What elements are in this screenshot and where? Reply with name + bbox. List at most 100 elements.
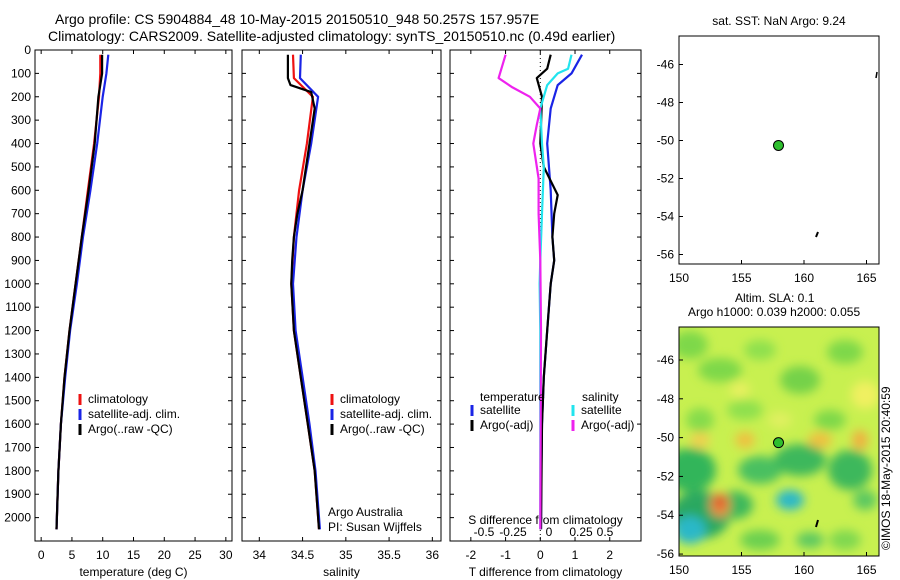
temperature-xtick-label: 20 <box>158 548 172 562</box>
depth-tick-label: 1800 <box>4 464 31 478</box>
sla-anomaly-blob <box>829 530 861 550</box>
sla-ytick-label: -50 <box>657 431 675 445</box>
sla-map-title-line2: Argo h1000: 0.039 h2000: 0.055 <box>688 305 860 319</box>
depth-tick-label: 700 <box>11 207 31 221</box>
temperature-xtick-label: 5 <box>69 548 76 562</box>
salinity-legend-label: climatology <box>340 392 400 406</box>
difference-xlabel: T difference from climatology <box>469 565 623 579</box>
diff-legend-label: satellite <box>581 403 622 417</box>
sst-map-title: sat. SST: NaN Argo: 9.24 <box>712 14 846 28</box>
sla-xtick-label: 155 <box>731 563 751 577</box>
diff-legend-label: Argo(-adj) <box>581 418 634 432</box>
sla-anomaly-blob <box>744 340 776 360</box>
depth-tick-label: 500 <box>11 160 31 174</box>
figure-title-line1: Argo profile: CS 5904884_48 10-May-2015 … <box>55 11 540 27</box>
temperature-panel: 0100200300400500600700800900100011001200… <box>4 43 233 579</box>
sla-anomaly-blob <box>698 358 742 382</box>
sla-anomaly-blob <box>738 456 782 484</box>
sla-anomaly-blob <box>827 340 863 364</box>
difference-xtick-label: 0 <box>537 548 544 562</box>
temperature-legend-label: climatology <box>88 392 148 406</box>
temperature-legend-header: temperature <box>480 390 545 404</box>
credit-annotation: Argo Australia <box>328 505 403 519</box>
salinity-frame <box>241 49 442 542</box>
temperature-legend-label: satellite-adj. clim. <box>88 407 180 421</box>
sla-anomaly-blob <box>774 444 826 476</box>
sla-anomaly-blob <box>727 400 763 420</box>
depth-tick-label: 200 <box>11 90 31 104</box>
sla-anomaly-blob <box>852 430 868 450</box>
depth-tick-label: 400 <box>11 137 31 151</box>
sst-xtick-label: 160 <box>794 271 814 285</box>
depth-tick-label: 2000 <box>4 511 31 525</box>
salinity-xtick-label: 36 <box>426 548 440 562</box>
temperature-legend-label: Argo(..raw -QC) <box>88 422 173 436</box>
sla-anomaly-blob <box>796 532 824 548</box>
depth-tick-label: 800 <box>11 230 31 244</box>
temperature-xtick-label: 10 <box>96 548 110 562</box>
temperature-xlabel: temperature (deg C) <box>79 565 187 579</box>
sla-anomaly-blob <box>735 432 755 448</box>
salinity-diff-tick-label: 0.5 <box>597 525 614 539</box>
sla-anomaly-blob <box>814 410 846 430</box>
depth-tick-label: 1700 <box>4 440 31 454</box>
difference-frame <box>449 49 642 542</box>
sst-xtick-label: 165 <box>856 271 876 285</box>
salinity-xtick-label: 34.5 <box>291 548 315 562</box>
sla-xtick-label: 165 <box>856 563 876 577</box>
sst-xtick-label: 155 <box>731 271 751 285</box>
sla-anomaly-blob <box>808 432 832 448</box>
temperature-xtick-label: 30 <box>219 548 233 562</box>
sla-heatmap <box>679 327 879 556</box>
sla-ytick-label: -52 <box>657 469 675 483</box>
sla-anomaly-blob <box>679 331 708 359</box>
sla-xtick-label: 150 <box>669 563 689 577</box>
sla-anomaly-blob <box>690 432 710 448</box>
salinity-diff-tick-label: -0.25 <box>499 525 527 539</box>
sst-ytick-label: -56 <box>657 248 675 262</box>
salinity-xlabel: salinity <box>323 565 360 579</box>
salinity-legend-header: salinity <box>582 390 619 404</box>
sla-xtick-label: 160 <box>794 563 814 577</box>
salinity-series-satellite-adj-clim- <box>291 54 321 530</box>
difference-xtick-label: 2 <box>606 548 613 562</box>
sla-anomaly-blob <box>730 382 750 398</box>
salinity-series-argo-raw-qc- <box>286 54 321 530</box>
sst-ytick-label: -54 <box>657 210 675 224</box>
sst-ytick-label: -50 <box>657 134 675 148</box>
sla-ytick-label: -48 <box>657 392 675 406</box>
diff-legend-label: Argo(-adj) <box>480 418 533 432</box>
salinity-diff-tick-label: 0.25 <box>569 525 593 539</box>
sla-anomaly-blob <box>679 516 706 544</box>
sst-map-panel: sat. SST: NaN Argo: 9.24 -46 -48 -50 -52 -54 -… <box>657 14 880 285</box>
sla-anomaly-blob <box>780 366 820 394</box>
sla-anomaly-blob <box>828 450 872 490</box>
depth-tick-label: 0 <box>24 43 31 57</box>
sla-anomaly-blob <box>686 408 714 432</box>
imos-credit: ©IMOS 18-May-2015 20:40:59 <box>879 386 893 550</box>
depth-tick-label: 1000 <box>4 277 31 291</box>
salinity-diff-xlabel: S difference from climatology <box>468 513 623 527</box>
depth-tick-label: 1900 <box>4 487 31 501</box>
sla-anomaly-blob <box>740 530 780 550</box>
credit-annotation: PI: Susan Wijffels <box>328 520 422 534</box>
sst-ytick-label: -48 <box>657 96 675 110</box>
sla-anomaly-blob <box>853 490 877 510</box>
depth-tick-label: 1600 <box>4 417 31 431</box>
difference-xtick-label: -1 <box>500 548 511 562</box>
difference-xtick-label: 1 <box>572 548 579 562</box>
salinity-xtick-label: 35.5 <box>377 548 401 562</box>
sla-map-title-line1: Altim. SLA: 0.1 <box>735 291 815 305</box>
diff-legend-label: satellite <box>480 403 521 417</box>
depth-tick-label: 300 <box>11 113 31 127</box>
sla-map-frame <box>678 326 880 557</box>
difference-xtick-label: -2 <box>466 548 477 562</box>
salinity-panel: 34 34.5 35 35.5 36 salinity climatologysatelli… <box>241 49 442 579</box>
depth-tick-label: 1100 <box>5 300 31 314</box>
island-mark <box>815 231 819 238</box>
difference-series-salinity-argo-adj- <box>497 54 543 530</box>
depth-tick-label: 100 <box>11 66 31 80</box>
salinity-diff-tick-label: -0.5 <box>474 525 495 539</box>
